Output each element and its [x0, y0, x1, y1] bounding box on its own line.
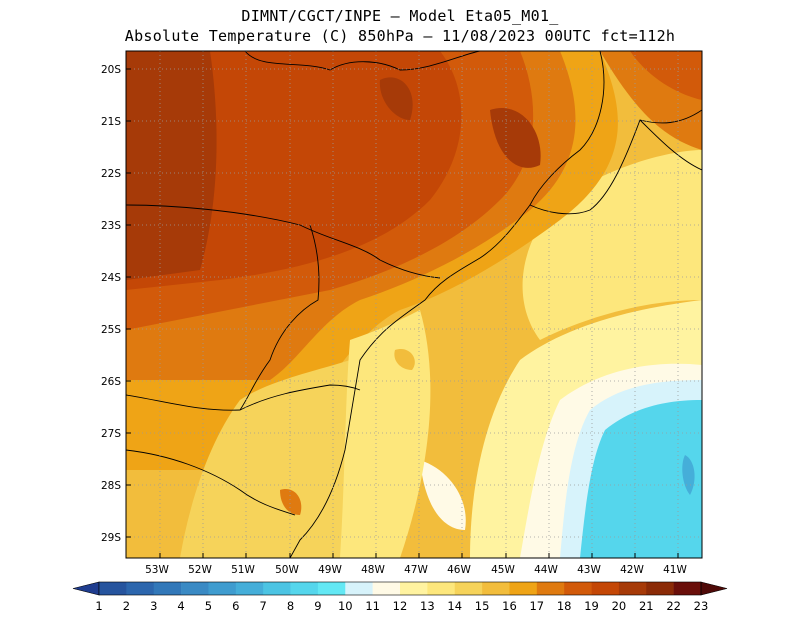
coastline-and-borders [126, 51, 702, 558]
lon-label: 41W [663, 564, 687, 576]
axis-ticks [126, 68, 679, 558]
colorbar-bin [482, 582, 510, 595]
colorbar-label: 13 [420, 599, 435, 613]
lat-label: 26S [101, 376, 121, 388]
colorbar-bin [208, 582, 237, 595]
colorbar-bin [673, 582, 702, 595]
lat-label: 29S [101, 532, 121, 544]
colorbar-label: 9 [314, 599, 321, 613]
colorbar-bin [317, 582, 346, 595]
colorbar-bin [153, 582, 182, 595]
lon-label: 47W [404, 564, 428, 576]
colorbar [72, 581, 728, 596]
lon-label: 45W [491, 564, 515, 576]
temperature-field [126, 51, 702, 558]
colorbar-bin [400, 582, 428, 595]
colorbar-bin [235, 582, 264, 595]
lon-label: 43W [577, 564, 601, 576]
lon-label: 44W [534, 564, 558, 576]
lon-label: 50W [275, 564, 299, 576]
colorbar-bin [427, 582, 456, 595]
lat-label: 27S [101, 428, 121, 440]
colorbar-label: 5 [205, 599, 212, 613]
lat-label: 23S [101, 220, 121, 232]
graticule [126, 51, 702, 558]
lat-label: 24S [101, 272, 121, 284]
colorbar-bin [564, 582, 592, 595]
colorbar-label: 10 [338, 599, 353, 613]
colorbar-bin [618, 582, 647, 595]
colorbar-bin [509, 582, 538, 595]
colorbar-bin [126, 582, 155, 595]
lat-label: 28S [101, 480, 121, 492]
colorbar-label: 16 [502, 599, 517, 613]
lon-label: 52W [188, 564, 212, 576]
colorbar-bin [646, 582, 674, 595]
colorbar-bin [181, 582, 209, 595]
lat-label: 21S [101, 116, 121, 128]
longitude-labels: 53W 52W 51W 50W 49W 48W 47W 46W 45W 44W … [145, 564, 687, 576]
map-frame [125, 50, 703, 559]
latitude-labels: 20S 21S 22S 23S 24S 25S 26S 27S 28S 29S [101, 64, 121, 544]
colorbar-bin [591, 582, 620, 595]
colorbar-label: 11 [365, 599, 380, 613]
lon-label: 42W [620, 564, 644, 576]
lon-label: 46W [447, 564, 471, 576]
colorbar-label: 20 [612, 599, 627, 613]
colorbar-label: 17 [529, 599, 544, 613]
colorbar-bin [99, 582, 127, 595]
colorbar-min-arrow [72, 581, 100, 596]
colorbar-bin [454, 582, 483, 595]
colorbar-bin [345, 582, 373, 595]
colorbar-label: 8 [287, 599, 294, 613]
colorbar-label: 6 [232, 599, 239, 613]
lat-label: 22S [101, 168, 121, 180]
lat-label: 20S [101, 64, 121, 76]
colorbar-label: 18 [557, 599, 572, 613]
colorbar-label: 22 [666, 599, 681, 613]
lon-label: 51W [231, 564, 255, 576]
colorbar-bin [263, 582, 291, 595]
lon-label: 48W [361, 564, 385, 576]
colorbar-label: 15 [475, 599, 490, 613]
lat-label: 25S [101, 324, 121, 336]
lon-label: 53W [145, 564, 169, 576]
colorbar-bin [290, 582, 319, 595]
colorbar-bin [372, 582, 401, 595]
colorbar-label: 21 [639, 599, 654, 613]
colorbar-label: 19 [584, 599, 599, 613]
colorbar-label: 2 [123, 599, 130, 613]
colorbar-label: 14 [447, 599, 462, 613]
colorbar-bin [536, 582, 565, 595]
colorbar-label: 7 [260, 599, 267, 613]
colorbar-label: 4 [177, 599, 184, 613]
colorbar-label: 12 [393, 599, 408, 613]
map-title-line1: DIMNT/CGCT/INPE – Model Eta05_M01_ [241, 7, 559, 25]
colorbar-label: 1 [95, 599, 102, 613]
colorbar-max-arrow [700, 581, 728, 596]
colorbar-label: 23 [694, 599, 709, 613]
lon-label: 49W [318, 564, 342, 576]
colorbar-outline [98, 581, 702, 596]
map-title-line2: Absolute Temperature (C) 850hPa – 11/08/… [124, 27, 676, 45]
colorbar-labels: 1 2 3 4 5 6 7 8 9 10 11 12 13 14 15 16 1… [95, 599, 708, 613]
colorbar-label: 3 [150, 599, 157, 613]
